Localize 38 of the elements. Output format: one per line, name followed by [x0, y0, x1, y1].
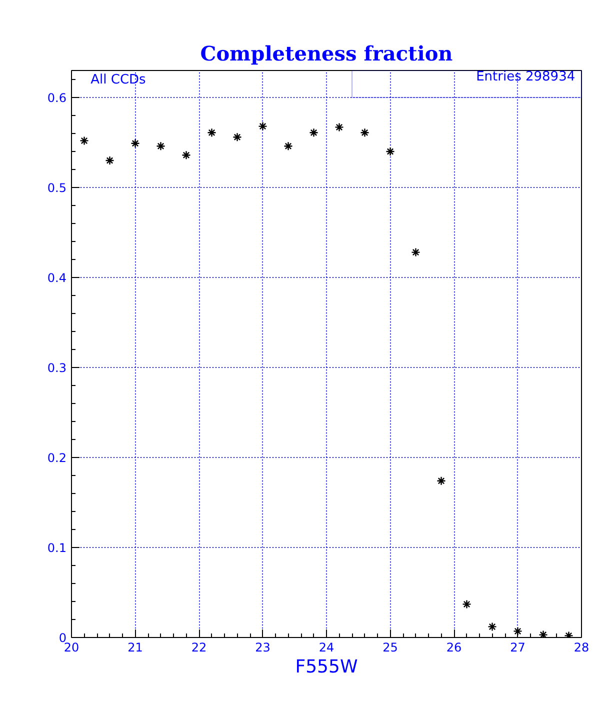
x-tick-label: 24 [318, 640, 334, 654]
point [105, 156, 114, 166]
x-tick-label: 23 [255, 640, 270, 654]
x-tick-label: 22 [191, 640, 207, 654]
point [284, 142, 293, 151]
y-tick-label: 0.5 [47, 181, 67, 195]
point [538, 630, 548, 638]
point [360, 128, 370, 138]
point [513, 626, 522, 636]
point [334, 122, 344, 132]
x-tick-label: 21 [128, 640, 143, 654]
y-tick-label: 0.1 [47, 541, 67, 555]
annotation: Entries 298934 [476, 70, 576, 84]
x-axis-title: F555W [295, 656, 358, 678]
point [309, 128, 318, 138]
y-tick-label: 0.4 [47, 271, 67, 285]
point [411, 248, 420, 257]
x-tick-label: 28 [574, 640, 590, 654]
y-tick-label: 0.6 [47, 91, 67, 105]
point [130, 138, 140, 148]
point [207, 128, 216, 138]
point [232, 132, 242, 142]
annotation: All CCDs [90, 72, 146, 88]
point [80, 136, 89, 146]
y-tick-label: 0.2 [47, 451, 67, 465]
point [436, 476, 446, 486]
point [462, 600, 472, 609]
x-tick-label: 27 [510, 640, 526, 654]
point [386, 146, 395, 156]
x-tick-label: 20 [64, 640, 80, 654]
chart-title: Completeness fraction [200, 42, 454, 66]
x-tick-label: 26 [446, 640, 462, 654]
y-tick-label: 0.3 [47, 361, 67, 375]
point [182, 150, 191, 160]
x-tick-label: 25 [382, 640, 398, 654]
point [258, 122, 268, 131]
point [488, 622, 497, 632]
point [156, 142, 166, 151]
